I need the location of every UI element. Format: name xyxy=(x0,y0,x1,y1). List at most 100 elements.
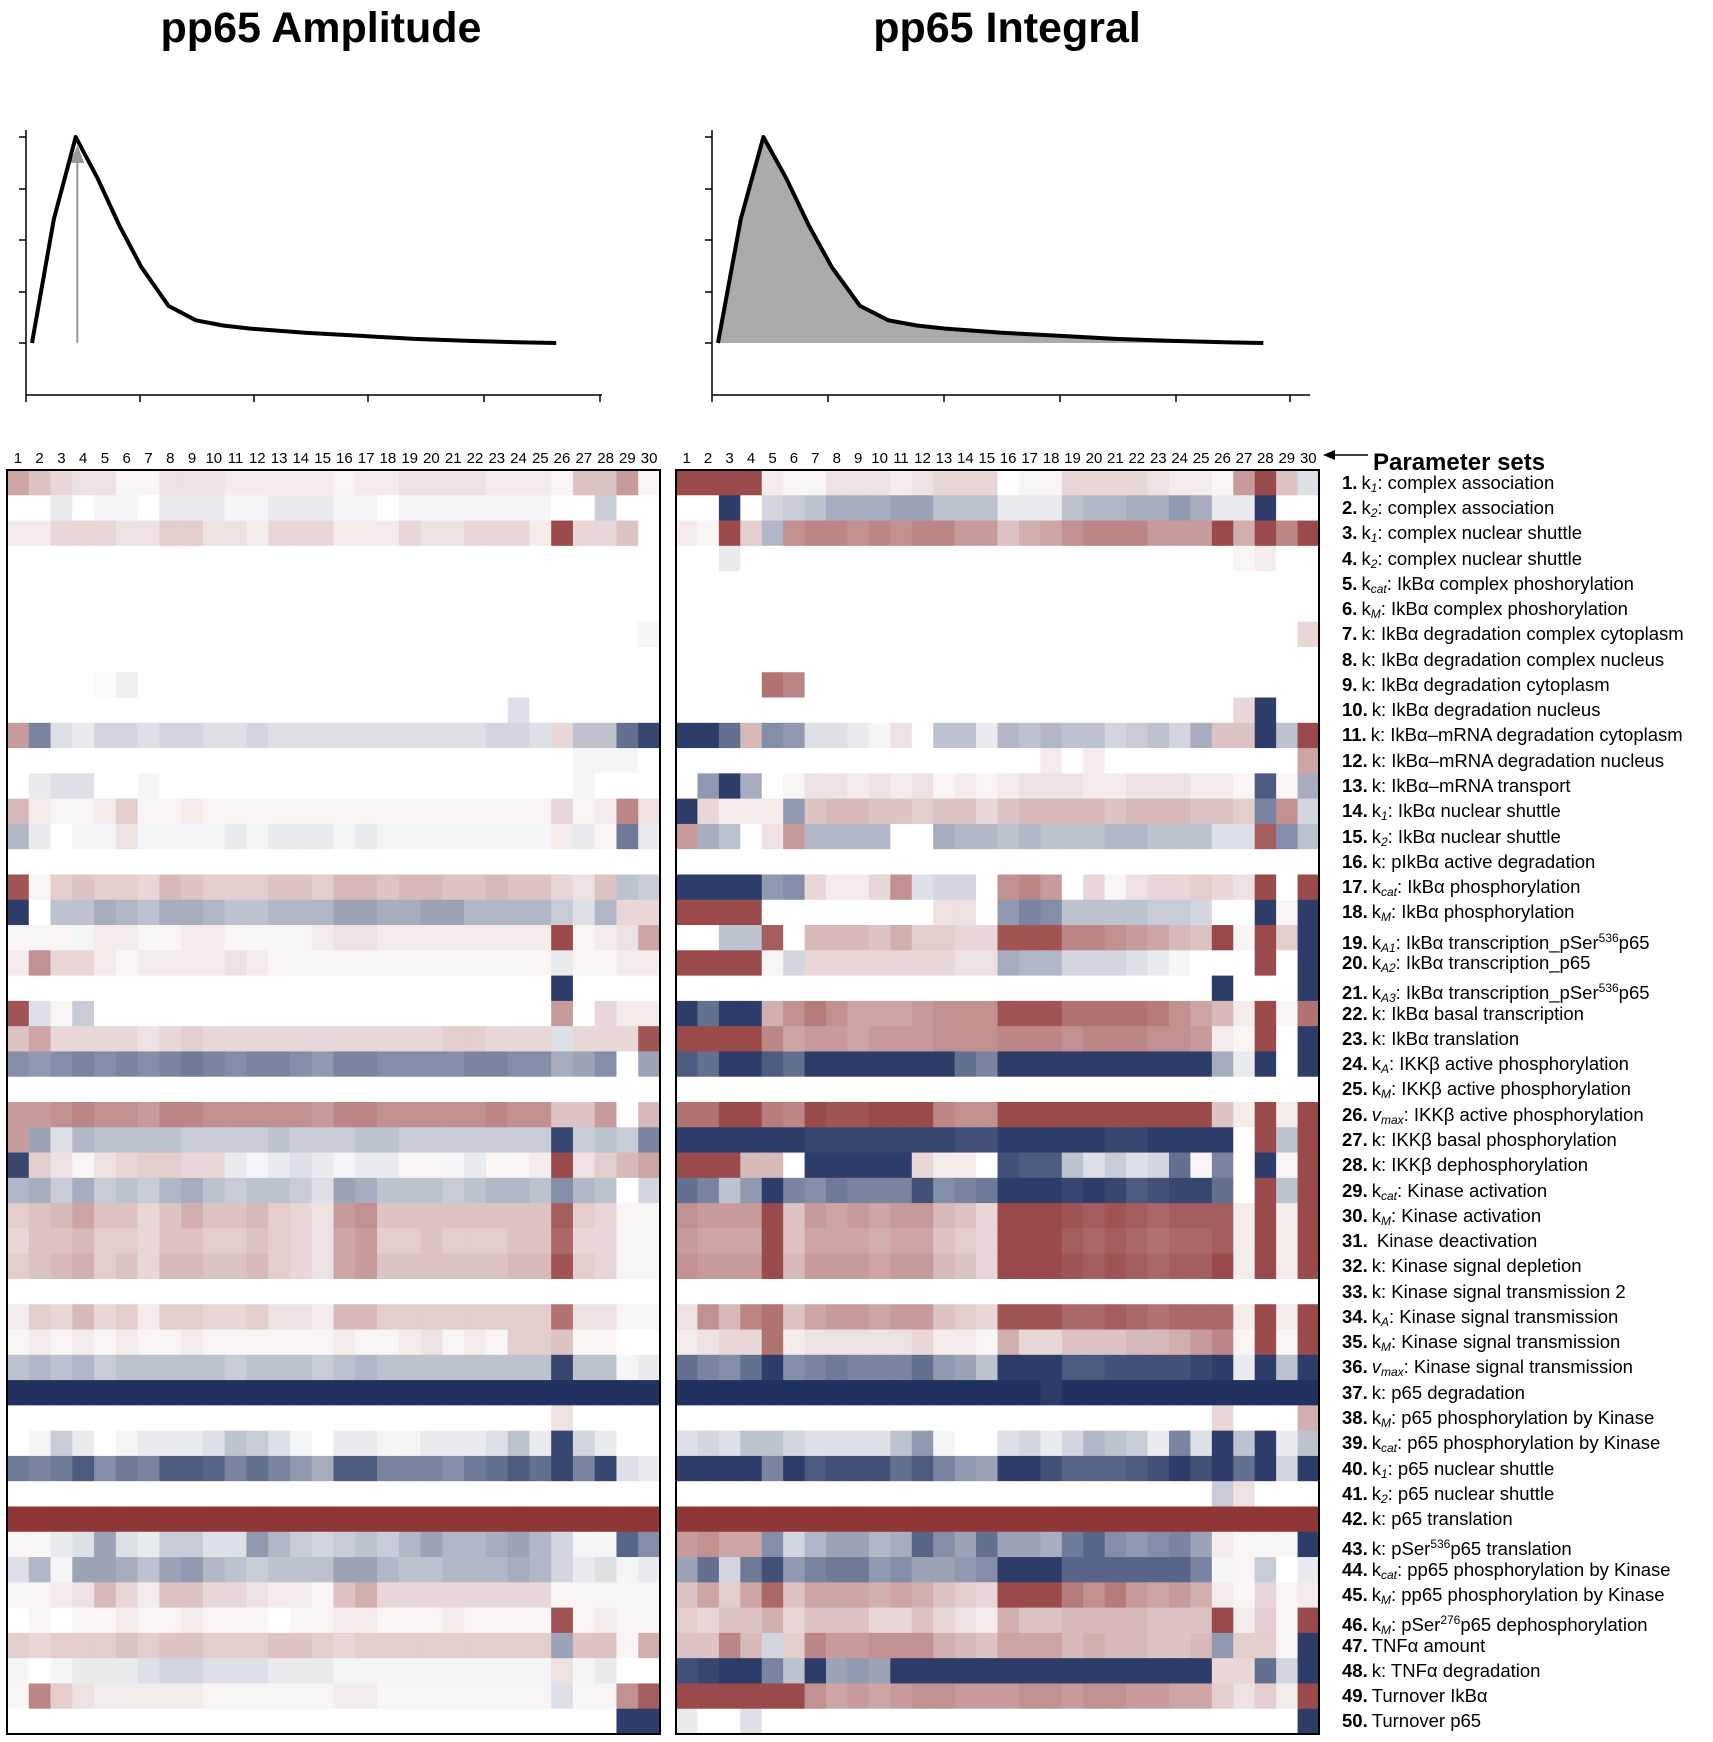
heatmap-cell xyxy=(7,1228,30,1255)
heatmap-cell xyxy=(1190,1127,1213,1154)
heatmap-cell xyxy=(638,672,661,699)
heatmap-cell xyxy=(976,1506,999,1533)
heatmap-cell xyxy=(997,1481,1020,1508)
heatmap-cell xyxy=(442,1278,465,1305)
heatmap-cell xyxy=(1126,925,1149,951)
heatmap-cell xyxy=(997,520,1020,547)
heatmap-cell xyxy=(638,1354,661,1381)
heatmap-cell xyxy=(420,1203,443,1229)
heatmap-cell xyxy=(868,1557,891,1583)
heatmap-cell xyxy=(1061,1253,1084,1280)
heatmap-cell xyxy=(761,1708,784,1735)
heatmap-cell xyxy=(72,520,95,547)
heatmap-cell xyxy=(761,1304,784,1331)
heatmap-cell xyxy=(485,1405,509,1432)
heatmap-cell xyxy=(137,1051,160,1078)
heatmap-cell xyxy=(420,1405,443,1432)
heatmap-cell xyxy=(28,1102,52,1128)
heatmap-cell xyxy=(954,1329,977,1356)
heatmap-cell xyxy=(572,545,596,572)
heatmap-cell xyxy=(697,1228,720,1255)
heatmap-cell xyxy=(638,646,661,673)
heatmap-cell xyxy=(529,1405,552,1432)
heatmap-cell xyxy=(718,798,741,825)
parameter-number: 31. xyxy=(1342,1230,1368,1251)
heatmap-cell xyxy=(997,899,1020,926)
heatmap-cell xyxy=(159,899,182,926)
heatmap-cell xyxy=(1190,1076,1213,1103)
integral-heatmap xyxy=(675,469,1320,1735)
heatmap-cell xyxy=(826,823,849,850)
heatmap-cell xyxy=(224,1076,248,1103)
heatmap-cell xyxy=(1276,520,1299,547)
heatmap-cell xyxy=(1276,1253,1299,1280)
heatmap-cell xyxy=(1018,1607,1041,1634)
heatmap-cell xyxy=(718,1000,741,1027)
parameter-label: 40. k1: p65 nuclear shuttle xyxy=(1342,1458,1554,1484)
column-label: 25 xyxy=(1193,450,1210,467)
heatmap-cell xyxy=(485,1026,509,1053)
heatmap-cell xyxy=(1168,1152,1191,1179)
parameter-label: 11. k: IkBα–mRNA degradation cytoplasm xyxy=(1342,725,1683,745)
heatmap-cell xyxy=(1018,748,1041,774)
heatmap-cell xyxy=(976,596,999,623)
heatmap-cell xyxy=(933,1076,956,1103)
heatmap-cell xyxy=(28,621,52,648)
heatmap-cell xyxy=(289,1683,313,1710)
heatmap-cell xyxy=(997,823,1020,850)
heatmap-cell xyxy=(529,571,552,597)
heatmap-cell xyxy=(826,1683,849,1710)
heatmap-cell xyxy=(1147,849,1170,876)
heatmap-cell xyxy=(1297,798,1320,825)
heatmap-cell xyxy=(1211,1102,1234,1128)
heatmap-cell xyxy=(1126,1203,1149,1229)
heatmap-cell xyxy=(804,571,827,597)
heatmap-cell xyxy=(224,748,248,774)
heatmap-cell xyxy=(1083,1203,1106,1229)
heatmap-cell xyxy=(954,1278,977,1305)
heatmap-cell xyxy=(551,1380,574,1406)
heatmap-cell xyxy=(1083,925,1106,951)
heatmap-cell xyxy=(826,596,849,623)
heatmap-cell xyxy=(181,849,204,876)
heatmap-cell xyxy=(1297,697,1320,724)
heatmap-cell xyxy=(676,1683,699,1710)
heatmap-cell xyxy=(7,1430,30,1457)
heatmap-cell xyxy=(1147,1228,1170,1255)
heatmap-cell xyxy=(311,1304,335,1331)
parameter-text: kA: IKKβ active phosphorylation xyxy=(1371,1053,1629,1077)
heatmap-cell xyxy=(464,1177,487,1204)
heatmap-cell xyxy=(847,1228,870,1255)
heatmap-cell xyxy=(115,1380,139,1406)
heatmap-cell xyxy=(464,672,487,699)
heatmap-cell xyxy=(355,748,378,774)
heatmap-cell xyxy=(976,520,999,547)
heatmap-cell xyxy=(464,1076,487,1103)
heatmap-cell xyxy=(697,1708,720,1735)
heatmap-cell xyxy=(377,1026,400,1053)
parameter-label: 3. k1: complex nuclear shuttle xyxy=(1342,523,1582,548)
heatmap-cell xyxy=(333,672,356,699)
heatmap-cell xyxy=(442,874,465,901)
heatmap-cell xyxy=(594,899,618,926)
heatmap-cell xyxy=(377,1481,400,1508)
heatmap-cell xyxy=(464,1329,487,1356)
heatmap-cell xyxy=(28,1152,52,1179)
heatmap-cell xyxy=(616,672,639,699)
heatmap-cell xyxy=(28,1380,52,1406)
heatmap-cell xyxy=(1190,1304,1213,1331)
heatmap-cell xyxy=(1276,1582,1299,1609)
heatmap-cell xyxy=(1276,722,1299,749)
parameter-text: kA2: IkBα transcription_p65 xyxy=(1371,952,1591,976)
heatmap-cell xyxy=(638,1152,661,1179)
heatmap-cell xyxy=(398,773,422,800)
heatmap-cell xyxy=(507,1228,530,1255)
heatmap-cell xyxy=(933,470,956,496)
heatmap-cell xyxy=(911,672,934,699)
heatmap-cell xyxy=(740,1127,763,1154)
heatmap-cell xyxy=(224,773,248,800)
heatmap-cell xyxy=(485,571,509,597)
heatmap-cell xyxy=(115,773,139,800)
heatmap-cell xyxy=(1104,1708,1127,1735)
heatmap-cell xyxy=(507,1329,530,1356)
